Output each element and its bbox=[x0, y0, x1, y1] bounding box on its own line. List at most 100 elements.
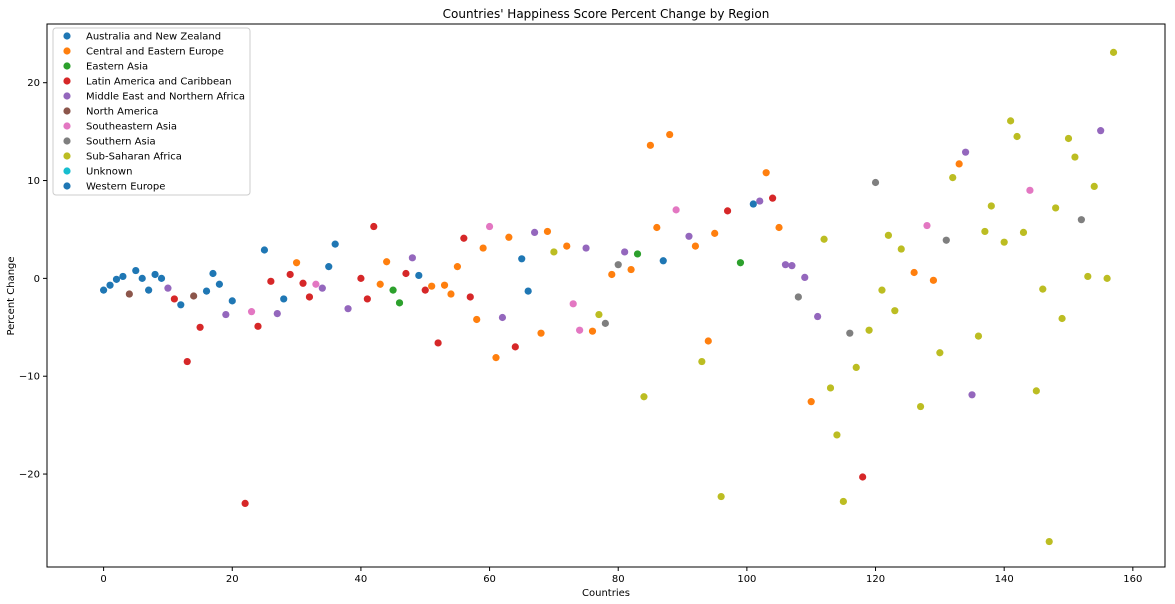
data-point bbox=[633, 250, 642, 258]
data-point bbox=[736, 259, 745, 267]
data-point bbox=[421, 286, 429, 294]
data-point bbox=[563, 242, 571, 250]
data-point bbox=[711, 229, 719, 237]
data-point bbox=[1039, 285, 1047, 293]
data-point bbox=[267, 277, 275, 285]
data-point bbox=[537, 329, 545, 337]
y-tick-label: 0 bbox=[34, 274, 40, 285]
data-point bbox=[100, 286, 108, 294]
y-tick-label: 20 bbox=[27, 78, 40, 89]
data-point bbox=[826, 384, 835, 392]
data-point bbox=[440, 281, 449, 289]
legend-label: Unknown bbox=[86, 167, 132, 178]
data-point bbox=[769, 194, 777, 202]
data-point bbox=[196, 323, 204, 331]
legend-marker bbox=[63, 152, 71, 160]
data-point bbox=[241, 499, 249, 508]
x-axis-ticks: 0 20 40 60 80 100 120 140 160 bbox=[100, 567, 1142, 585]
data-point bbox=[1103, 274, 1111, 282]
data-point bbox=[1045, 537, 1053, 546]
data-point bbox=[814, 312, 822, 321]
chart-title: Countries' Happiness Score Percent Chang… bbox=[443, 7, 770, 21]
data-point bbox=[479, 244, 487, 252]
data-point bbox=[473, 315, 481, 324]
data-point bbox=[621, 248, 629, 256]
data-point bbox=[132, 266, 140, 275]
data-point bbox=[202, 287, 211, 295]
data-point bbox=[576, 326, 584, 334]
x-tick-label: 0 bbox=[100, 574, 106, 585]
data-point bbox=[164, 284, 172, 292]
data-point bbox=[717, 492, 725, 501]
data-point bbox=[453, 263, 462, 271]
x-axis-label: Countries bbox=[582, 588, 630, 599]
data-point bbox=[1071, 153, 1079, 161]
data-point bbox=[775, 223, 783, 232]
data-point bbox=[209, 269, 217, 278]
data-point bbox=[974, 332, 983, 340]
data-point bbox=[981, 227, 989, 236]
legend-label: Australia and New Zealand bbox=[86, 32, 221, 43]
data-point bbox=[1109, 48, 1118, 56]
data-point bbox=[543, 227, 552, 236]
data-point bbox=[222, 310, 230, 319]
data-point bbox=[595, 310, 603, 319]
data-point bbox=[646, 141, 654, 149]
legend-marker bbox=[63, 167, 71, 175]
data-point bbox=[376, 280, 384, 288]
data-point bbox=[640, 393, 648, 401]
data-point bbox=[723, 207, 732, 215]
data-point bbox=[460, 234, 468, 242]
data-point bbox=[916, 402, 925, 411]
data-point bbox=[505, 233, 513, 241]
data-point bbox=[691, 242, 700, 250]
data-point bbox=[260, 246, 269, 254]
data-point bbox=[215, 280, 223, 288]
x-tick-label: 100 bbox=[737, 574, 756, 585]
data-point bbox=[1019, 228, 1028, 236]
data-point bbox=[968, 391, 976, 399]
data-point bbox=[119, 272, 127, 281]
data-point bbox=[756, 197, 764, 205]
data-point bbox=[788, 262, 796, 270]
data-point bbox=[292, 259, 301, 267]
data-point bbox=[428, 282, 436, 290]
data-point bbox=[106, 281, 114, 289]
x-tick-label: 80 bbox=[612, 574, 625, 585]
data-point bbox=[228, 297, 236, 305]
data-point bbox=[1013, 132, 1021, 141]
legend-marker bbox=[63, 62, 71, 70]
data-point bbox=[627, 265, 635, 274]
data-point bbox=[588, 327, 597, 335]
data-point bbox=[530, 228, 539, 236]
data-point bbox=[833, 431, 841, 439]
legend-label: North America bbox=[86, 107, 158, 118]
legend-marker bbox=[63, 47, 71, 55]
data-point bbox=[318, 284, 326, 292]
data-point bbox=[1090, 182, 1098, 191]
y-tick-label: 10 bbox=[27, 176, 40, 187]
x-tick-label: 20 bbox=[226, 574, 239, 585]
data-point bbox=[395, 299, 404, 307]
data-point bbox=[151, 270, 159, 279]
data-point bbox=[942, 236, 950, 244]
legend-label: Southern Asia bbox=[86, 137, 156, 148]
legend-label: Middle East and Northern Africa bbox=[86, 92, 245, 103]
data-point bbox=[582, 244, 590, 252]
data-point bbox=[807, 398, 815, 406]
legend: Australia and New Zealand Central and Eas… bbox=[52, 27, 251, 196]
data-point bbox=[157, 274, 166, 282]
data-point bbox=[987, 202, 995, 210]
data-point bbox=[936, 349, 944, 357]
legend-label: Central and Eastern Europe bbox=[86, 47, 224, 58]
data-point bbox=[653, 223, 661, 232]
data-point bbox=[1084, 272, 1092, 281]
y-tick-label: −10 bbox=[19, 372, 40, 383]
data-point bbox=[125, 290, 133, 298]
data-point bbox=[794, 293, 802, 301]
data-point bbox=[859, 473, 867, 481]
data-point bbox=[1026, 186, 1034, 194]
data-point bbox=[839, 497, 847, 506]
legend-label: Latin America and Caribbean bbox=[86, 77, 232, 88]
